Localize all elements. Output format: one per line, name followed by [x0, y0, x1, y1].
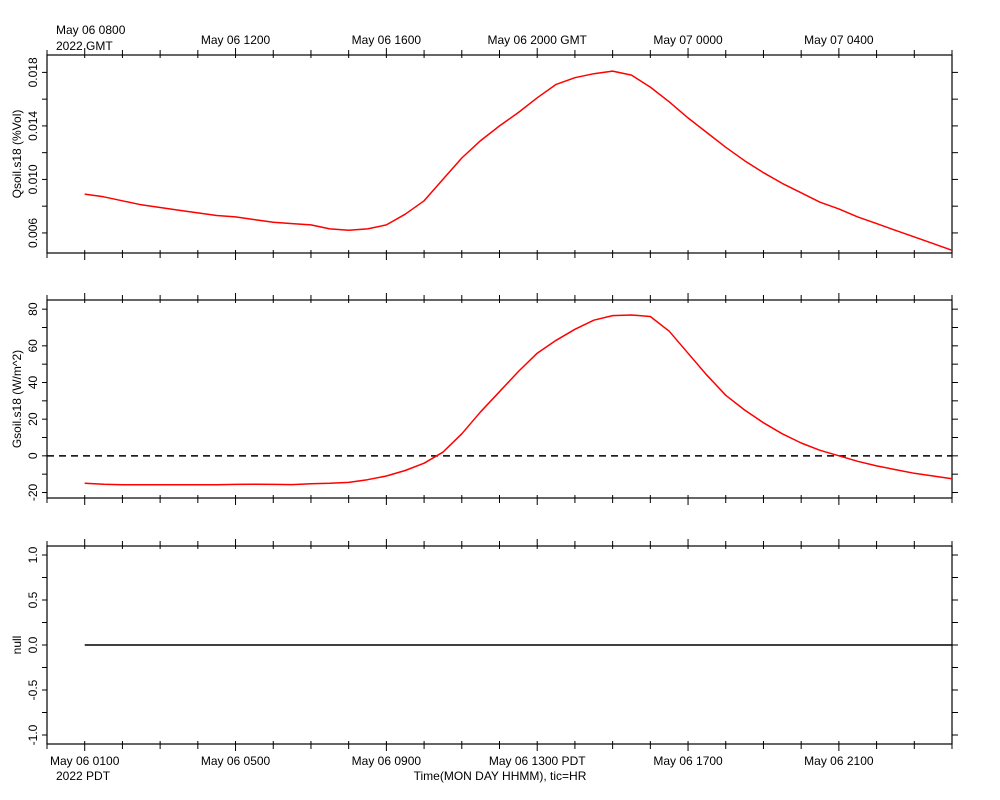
top-time-tick-label: May 07 0000 [653, 33, 723, 47]
y-tick-label: 40 [26, 376, 40, 390]
top-panel-frame [46, 54, 953, 254]
bottom-panel-null: -1.0 -0.5 0.0 0.5 1.0 null [10, 539, 958, 751]
data-series-line [84, 70, 952, 252]
y-tick-label: -1.0 [26, 724, 40, 745]
top-time-tick-label: May 06 1200 [201, 33, 271, 47]
top-left-gmt-line1: May 06 0800 [56, 23, 126, 37]
y-tick-label: 0.014 [26, 111, 40, 141]
x-axis-title: Time(MON DAY HHMM), tic=HR [414, 769, 587, 783]
y-tick-label: -20 [26, 484, 40, 502]
top-time-axis-labels: May 06 1200 May 06 1600 May 06 2000 GMT May… [201, 33, 874, 47]
y-tick-label: 0.010 [26, 164, 40, 194]
top-left-gmt-line2: 2022 GMT [56, 39, 113, 53]
bottom-time-tick-label: May 06 2100 [804, 754, 874, 768]
y-tick-label: 1.0 [26, 546, 40, 563]
top-time-tick-label: May 07 0400 [804, 33, 874, 47]
y-axis-title: Gsoil.s18 (W/m^2) [10, 350, 24, 448]
bottom-time-tick-label: May 06 0900 [352, 754, 422, 768]
y-tick-label: 0.0 [26, 636, 40, 653]
y-tick-label: 0.018 [26, 57, 40, 87]
top-time-tick-label: May 06 2000 GMT [488, 33, 588, 47]
y-tick-label: 0.5 [26, 591, 40, 608]
bottom-left-pdt-line2: 2022 PDT [56, 769, 111, 783]
y-axis-title: null [10, 636, 24, 655]
middle-panel-frame [46, 299, 953, 499]
bottom-time-tick-label: May 06 1700 [653, 754, 723, 768]
bottom-time-axis-labels: May 06 0100 May 06 0500 May 06 0900 May 06 … [50, 754, 874, 768]
top-panel-qsoil: 0.006 0.010 0.014 0.018 Qsoil.s18 (%Vol) [10, 48, 958, 260]
y-tick-label: 60 [26, 339, 40, 353]
y-tick-label: 0 [26, 452, 40, 459]
middle-panel-gsoil: -20 0 20 40 60 80 Gsoil.s18 (W/m^2) [10, 293, 958, 505]
data-series-line [84, 314, 952, 486]
y-tick-label: -0.5 [26, 679, 40, 700]
y-tick-label: 80 [26, 302, 40, 316]
top-time-tick-label: May 06 1600 [352, 33, 422, 47]
bottom-time-tick-label: May 06 1300 PDT [489, 754, 586, 768]
bottom-time-tick-label: May 06 0100 [50, 754, 120, 768]
y-axis-title: Qsoil.s18 (%Vol) [10, 110, 24, 199]
bottom-time-tick-label: May 06 0500 [201, 754, 271, 768]
y-tick-label: 20 [26, 412, 40, 426]
y-tick-label: 0.006 [26, 218, 40, 248]
